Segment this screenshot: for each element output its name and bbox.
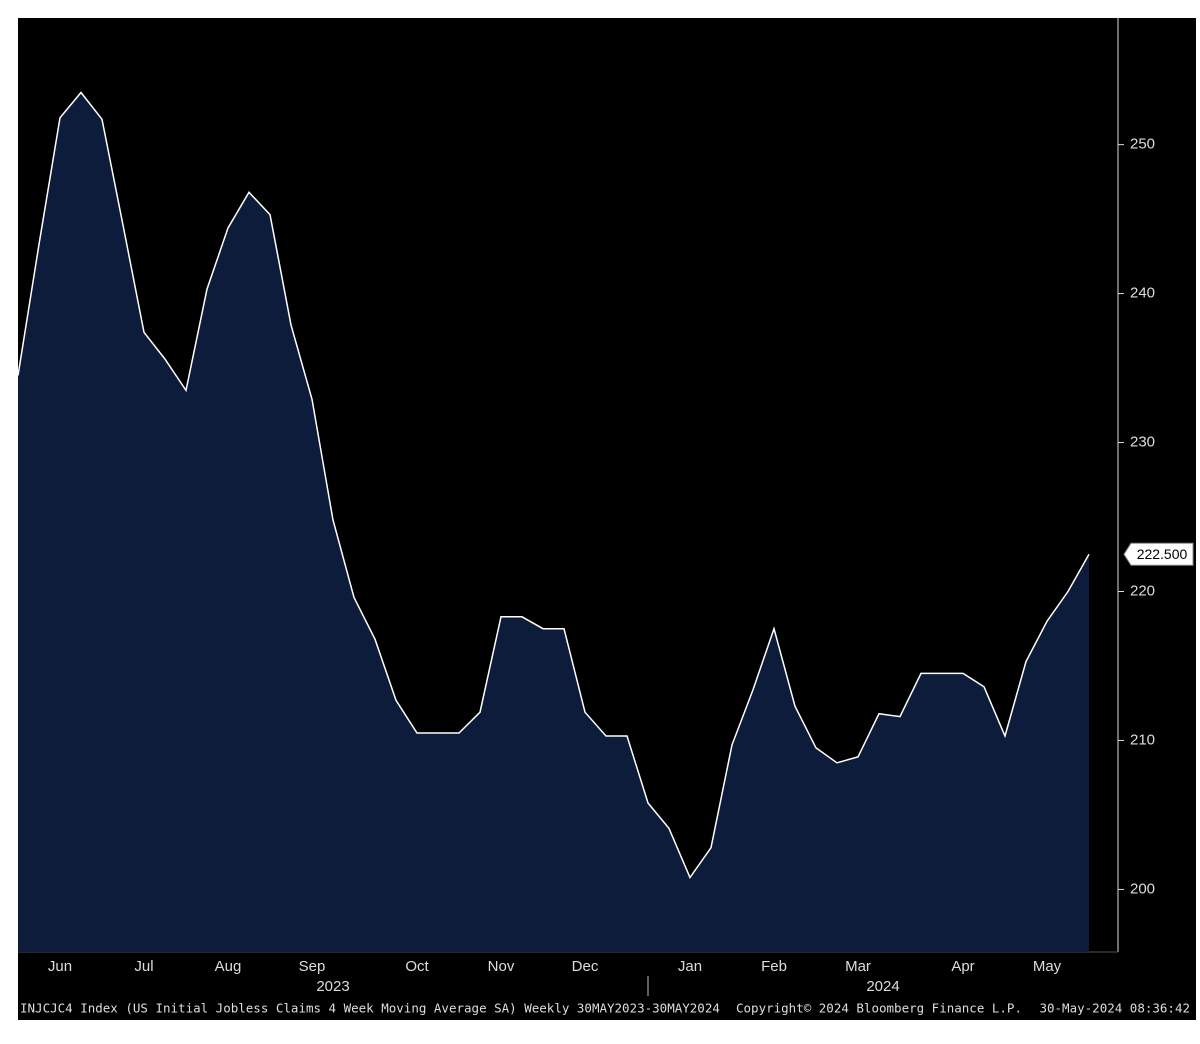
x-tick-label: Nov [488, 958, 515, 975]
y-tick-label: 240 [1130, 285, 1155, 302]
year-label: 2024 [866, 978, 899, 995]
y-tick-label: 200 [1130, 880, 1155, 897]
x-tick-label: Feb [761, 958, 787, 975]
x-tick-label: Jan [678, 958, 702, 975]
x-tick-label: Oct [405, 958, 429, 975]
area-fill [18, 92, 1089, 952]
last-value-box [1123, 542, 1194, 566]
x-tick-label: Dec [572, 958, 599, 975]
y-tick-label: 210 [1130, 731, 1155, 748]
y-tick-label: 250 [1130, 136, 1155, 153]
x-tick-label: Jul [134, 958, 153, 975]
x-tick-label: Mar [845, 958, 871, 975]
x-tick-label: Apr [951, 958, 974, 975]
footer-description: INJCJC4 Index (US Initial Jobless Claims… [20, 1001, 720, 1016]
last-value-label: 222.500 [1137, 546, 1188, 562]
x-tick-label: May [1033, 958, 1062, 975]
x-tick-label: Aug [215, 958, 242, 975]
y-tick-label: 230 [1130, 434, 1155, 451]
footer-timestamp: 30-May-2024 08:36:42 [1039, 1001, 1190, 1016]
line [17, 91, 1090, 880]
footer-copyright: Copyright© 2024 Bloomberg Finance L.P. [736, 1001, 1022, 1016]
y-tick-label: 220 [1130, 582, 1155, 599]
year-label: 2023 [316, 978, 349, 995]
x-tick-label: Sep [299, 958, 326, 975]
x-tick-label: Jun [48, 958, 72, 975]
